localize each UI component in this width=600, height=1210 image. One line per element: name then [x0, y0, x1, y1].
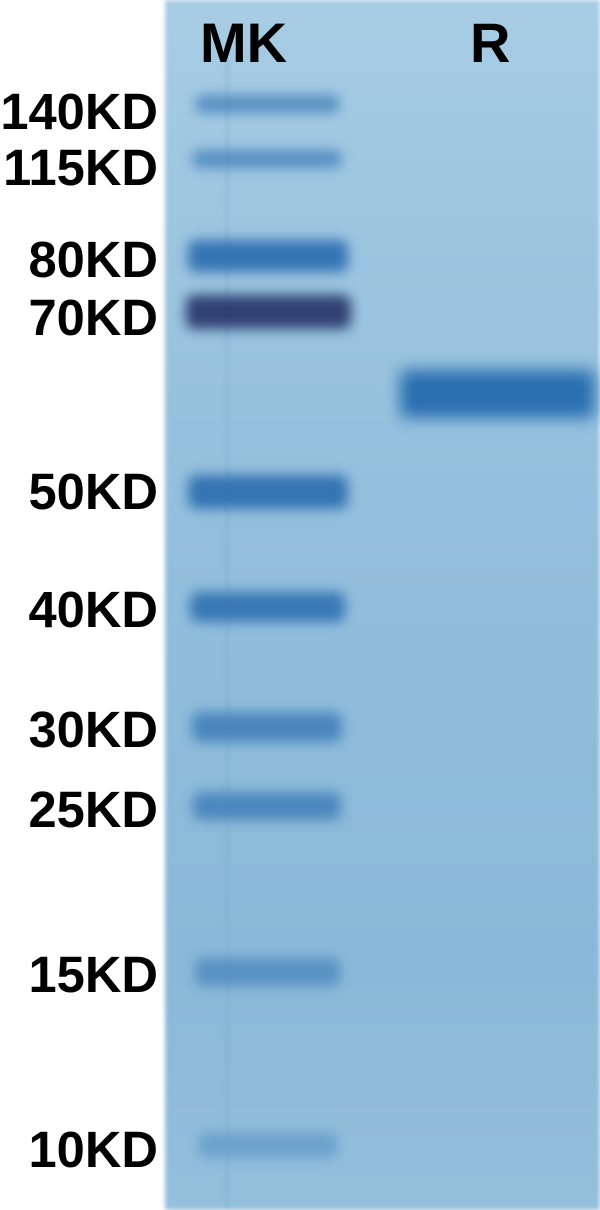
- marker-band: [192, 150, 342, 168]
- marker-band: [188, 240, 348, 272]
- mw-label: 40KD: [28, 580, 158, 639]
- mw-label: 15KD: [28, 945, 158, 1004]
- sample-band: [400, 370, 595, 418]
- mw-label: 25KD: [28, 780, 158, 839]
- marker-band: [195, 95, 340, 113]
- marker-band: [198, 1132, 338, 1158]
- mw-label: 140KD: [0, 82, 158, 141]
- marker-band: [193, 792, 341, 820]
- marker-band: [192, 712, 342, 742]
- marker-band: [195, 958, 340, 986]
- gel-image: [165, 0, 600, 1210]
- marker-band: [190, 592, 345, 622]
- marker-band: [186, 295, 351, 329]
- mw-label: 50KD: [28, 462, 158, 521]
- mw-label: 30KD: [28, 700, 158, 759]
- marker-band: [188, 475, 348, 509]
- lane-header-marker: MK: [200, 10, 287, 75]
- mw-label: 70KD: [28, 288, 158, 347]
- mw-label: 80KD: [28, 230, 158, 289]
- mw-label: 10KD: [28, 1120, 158, 1179]
- mw-label: 115KD: [3, 138, 158, 197]
- lane-header-sample: R: [470, 10, 510, 75]
- lane-separator: [225, 60, 229, 1210]
